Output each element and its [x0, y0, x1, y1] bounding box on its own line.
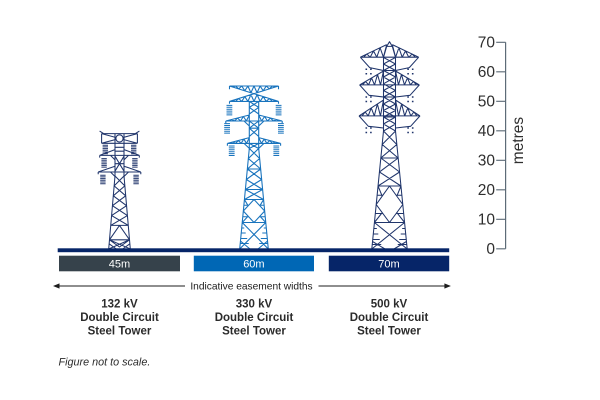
- svg-text:132 kV: 132 kV: [101, 298, 138, 310]
- svg-text:Steel Tower: Steel Tower: [88, 326, 152, 338]
- svg-text:Steel Tower: Steel Tower: [222, 326, 286, 338]
- svg-text:60: 60: [478, 64, 496, 81]
- svg-text:Double Circuit: Double Circuit: [215, 312, 294, 324]
- svg-text:20: 20: [478, 182, 496, 199]
- svg-text:Double Circuit: Double Circuit: [350, 312, 429, 324]
- svg-text:500 kV: 500 kV: [371, 298, 408, 310]
- svg-text:30: 30: [478, 153, 496, 170]
- svg-text:70m: 70m: [378, 258, 399, 270]
- svg-text:Figure not to scale.: Figure not to scale.: [59, 357, 151, 369]
- svg-text:Indicative easement widths: Indicative easement widths: [190, 282, 312, 293]
- svg-text:70: 70: [478, 35, 496, 52]
- svg-text:50: 50: [478, 94, 496, 111]
- svg-text:40: 40: [478, 123, 496, 140]
- svg-text:60m: 60m: [243, 258, 264, 270]
- svg-text:Double Circuit: Double Circuit: [80, 312, 159, 324]
- svg-text:Steel Tower: Steel Tower: [357, 326, 421, 338]
- svg-text:10: 10: [478, 212, 496, 229]
- svg-text:330 kV: 330 kV: [236, 298, 273, 310]
- svg-text:0: 0: [486, 241, 495, 258]
- svg-text:45m: 45m: [109, 258, 130, 270]
- svg-text:metres: metres: [510, 117, 527, 165]
